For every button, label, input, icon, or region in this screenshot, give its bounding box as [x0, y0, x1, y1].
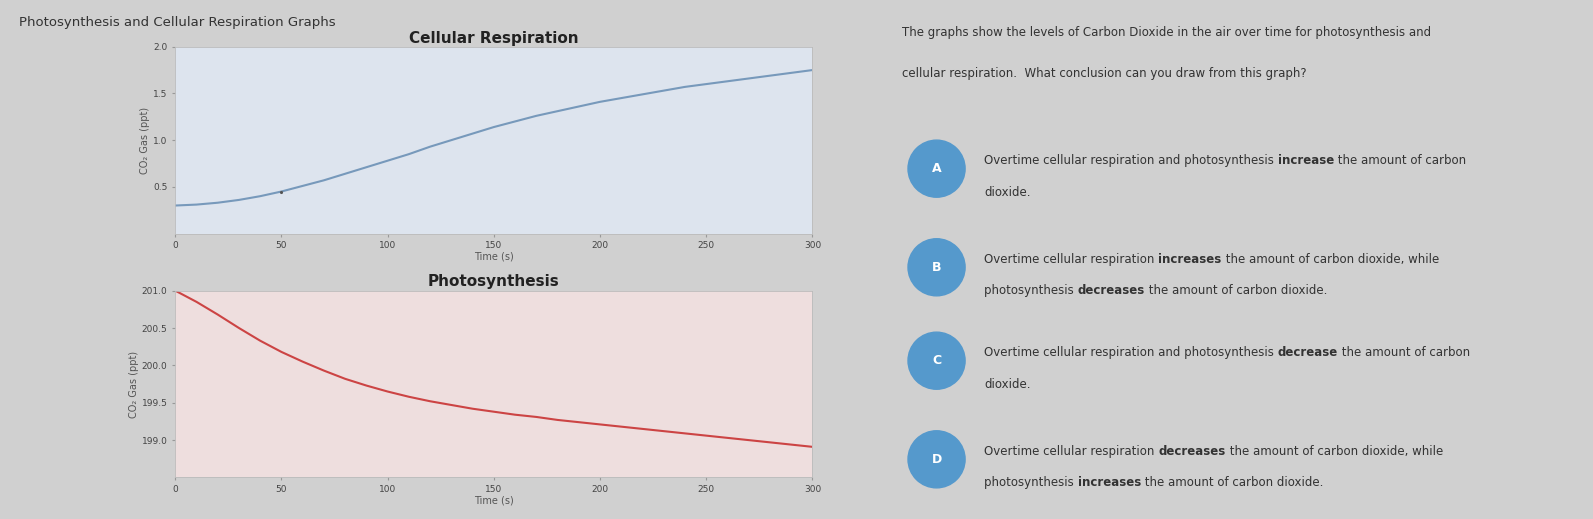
Text: photosynthesis: photosynthesis — [984, 476, 1078, 489]
Text: C: C — [932, 354, 941, 367]
Title: Cellular Respiration: Cellular Respiration — [409, 31, 578, 46]
Text: decreases: decreases — [1078, 284, 1145, 297]
Text: decreases: decreases — [1158, 445, 1225, 458]
Title: Photosynthesis: Photosynthesis — [429, 275, 559, 290]
Text: decrease: decrease — [1278, 347, 1338, 360]
Text: photosynthesis: photosynthesis — [984, 284, 1078, 297]
Text: Overtime cellular respiration: Overtime cellular respiration — [984, 445, 1158, 458]
Text: Overtime cellular respiration and photosynthesis: Overtime cellular respiration and photos… — [984, 347, 1278, 360]
Y-axis label: CO₂ Gas (ppt): CO₂ Gas (ppt) — [140, 106, 150, 174]
Text: the amount of carbon dioxide.: the amount of carbon dioxide. — [1141, 476, 1324, 489]
Text: A: A — [932, 162, 941, 175]
Text: D: D — [932, 453, 941, 466]
Text: Photosynthesis and Cellular Respiration Graphs: Photosynthesis and Cellular Respiration … — [19, 16, 336, 29]
Text: dioxide.: dioxide. — [984, 186, 1031, 199]
Text: Overtime cellular respiration: Overtime cellular respiration — [984, 253, 1158, 266]
Text: the amount of carbon dioxide, while: the amount of carbon dioxide, while — [1222, 253, 1438, 266]
Text: increases: increases — [1078, 476, 1141, 489]
Text: the amount of carbon dioxide.: the amount of carbon dioxide. — [1145, 284, 1327, 297]
Y-axis label: CO₂ Gas (ppt): CO₂ Gas (ppt) — [129, 350, 139, 418]
X-axis label: Time (s): Time (s) — [475, 496, 513, 506]
Text: Overtime cellular respiration and photosynthesis: Overtime cellular respiration and photos… — [984, 155, 1278, 168]
Text: cellular respiration.  What conclusion can you draw from this graph?: cellular respiration. What conclusion ca… — [902, 67, 1306, 80]
Text: the amount of carbon: the amount of carbon — [1333, 155, 1466, 168]
Text: The graphs show the levels of Carbon Dioxide in the air over time for photosynth: The graphs show the levels of Carbon Dio… — [902, 26, 1431, 39]
Text: the amount of carbon: the amount of carbon — [1338, 347, 1470, 360]
Text: increase: increase — [1278, 155, 1333, 168]
Text: B: B — [932, 261, 941, 274]
Text: dioxide.: dioxide. — [984, 378, 1031, 391]
Text: increases: increases — [1158, 253, 1222, 266]
X-axis label: Time (s): Time (s) — [475, 252, 513, 262]
Text: the amount of carbon dioxide, while: the amount of carbon dioxide, while — [1225, 445, 1443, 458]
